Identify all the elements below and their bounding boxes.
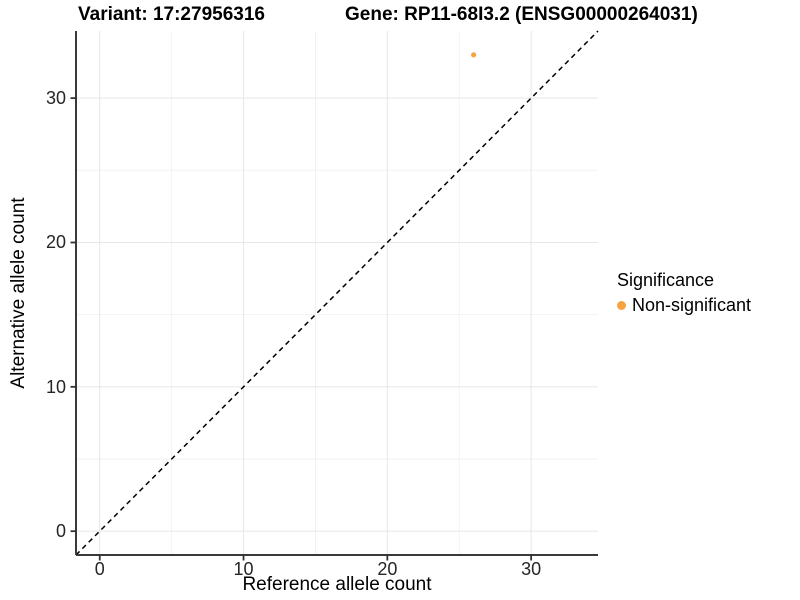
x-tick-label: 20 — [377, 559, 398, 579]
legend-item: Non-significant — [617, 295, 751, 316]
variant-title: Variant: 17:27956316 — [78, 4, 265, 25]
gene-title: Gene: RP11-68I3.2 (ENSG00000264031) — [345, 4, 698, 25]
legend-items: Non-significant — [617, 295, 751, 316]
x-tick-label: 30 — [521, 559, 542, 579]
y-tick-label: 20 — [45, 232, 66, 253]
legend-title: Significance — [617, 270, 715, 290]
y-tick-label: 0 — [55, 521, 66, 542]
circle-icon — [617, 301, 626, 310]
y-tick-label: 10 — [45, 376, 66, 397]
y-axis-title: Alternative allele count — [8, 197, 29, 389]
legend: Significance Non-significant — [617, 270, 751, 316]
identity-line — [75, 30, 599, 556]
data-point — [471, 52, 477, 58]
x-tick-label: 0 — [94, 559, 105, 579]
x-axis-title: Reference allele count — [242, 574, 432, 595]
legend-item-label: Non-significant — [632, 295, 752, 315]
x-tick-label: 10 — [233, 559, 254, 579]
y-tick-label: 30 — [45, 88, 66, 109]
